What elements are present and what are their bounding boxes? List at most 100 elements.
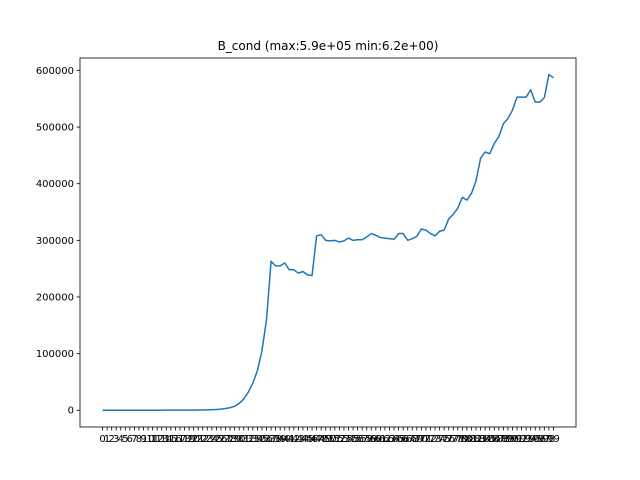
x-tick-label: 22 [196,434,209,445]
y-tick-label: 300000 [36,236,74,247]
x-tick-label: 41 [283,434,296,445]
x-tick-label: 49 [319,434,332,445]
x-tick-label: 69 [410,434,423,445]
x-tick-label: 54 [342,434,355,445]
axes-frame [79,57,577,428]
x-tick-label: 8 [136,434,142,445]
y-tick-label: 500000 [36,123,74,134]
x-tick-label: 23 [201,434,214,445]
x-tick-label: 99 [547,434,560,445]
x-tick-label: 6 [127,434,133,445]
x-tick-label: 65 [392,434,405,445]
x-tick-label: 68 [406,434,419,445]
x-tick-label: 26 [215,434,228,445]
x-tick-label: 36 [260,434,273,445]
x-tick-label: 4 [118,434,124,445]
x-tick-label: 21 [192,434,205,445]
x-tick-label: 28 [224,434,237,445]
x-tick-label: 12 [151,434,164,445]
x-tick-label: 18 [178,434,191,445]
chart-title: B_cond (max:5.9e+05 min:6.2e+00) [218,39,439,53]
x-tick-label: 30 [233,434,246,445]
x-tick-label: 85 [483,434,496,445]
x-tick-label: 42 [287,434,300,445]
x-tick-label: 55 [347,434,360,445]
x-tick-label: 98 [543,434,556,445]
x-tick-label: 2 [108,434,114,445]
x-tick-label: 74 [433,434,446,445]
x-tick-label: 75 [438,434,451,445]
x-tick-label: 35 [256,434,269,445]
y-tick-label: 200000 [36,292,74,303]
x-tick-label: 20 [187,434,200,445]
x-tick-label: 90 [506,434,519,445]
x-tick-label: 37 [265,434,278,445]
x-tick-label: 43 [292,434,305,445]
x-tick-label: 33 [246,434,259,445]
x-tick-label: 93 [520,434,533,445]
x-tick-label: 66 [397,434,410,445]
x-tick-label: 89 [502,434,515,445]
x-tick-label: 62 [379,434,392,445]
x-tick-label: 81 [465,434,478,445]
x-tick-label: 45 [301,434,314,445]
x-tick-label: 51 [328,434,341,445]
x-tick-label: 47 [310,434,323,445]
y-tick-label: 100000 [36,349,74,360]
x-tick-label: 25 [210,434,223,445]
x-tick-label: 80 [461,434,474,445]
x-tick-label: 40 [278,434,291,445]
x-tick-label: 39 [274,434,287,445]
x-tick-label: 73 [429,434,442,445]
x-tick-label: 58 [360,434,373,445]
x-tick-label: 44 [297,434,310,445]
x-tick-label: 57 [356,434,369,445]
x-tick-label: 32 [242,434,255,445]
x-tick-label: 27 [219,434,232,445]
x-tick-label: 83 [474,434,487,445]
x-tick-label: 29 [228,434,241,445]
x-tick-label: 31 [237,434,250,445]
x-tick-label: 11 [146,434,159,445]
x-tick-label: 5 [122,434,128,445]
x-tick-label: 48 [315,434,328,445]
x-tick-label: 92 [515,434,528,445]
x-tick-label: 97 [538,434,551,445]
x-tick-label: 87 [492,434,505,445]
y-tick-label: 600000 [36,66,74,77]
x-tick-label: 84 [479,434,492,445]
x-tick-label: 63 [383,434,396,445]
x-tick-label: 64 [388,434,401,445]
x-tick-label: 13 [155,434,168,445]
x-tick-label: 86 [488,434,501,445]
x-tick-label: 16 [169,434,182,445]
x-tick-label: 50 [324,434,337,445]
x-tick-label: 34 [251,434,264,445]
y-tick-label: 0 [68,406,74,417]
x-tick-label: 91 [511,434,524,445]
x-tick-label: 95 [529,434,542,445]
x-tick-label: 19 [183,434,196,445]
x-tick-label: 94 [524,434,537,445]
x-tick-label: 82 [470,434,483,445]
x-tick-label: 56 [351,434,364,445]
x-tick-label: 61 [374,434,387,445]
x-tick-label: 24 [205,434,218,445]
x-tick-label: 10 [142,434,155,445]
line [102,73,554,411]
x-tick-label: 79 [456,434,469,445]
x-tick-label: 15 [164,434,177,445]
x-tick-label: 1 [104,434,110,445]
x-tick-label: 67 [401,434,414,445]
x-tick-label: 52 [333,434,346,445]
x-tick-label: 70 [415,434,428,445]
x-tick-label: 53 [338,434,351,445]
x-tick-label: 17 [174,434,187,445]
x-tick-label: 14 [160,434,173,445]
x-tick-label: 46 [306,434,319,445]
x-tick-label: 9 [140,434,146,445]
x-tick-label: 72 [424,434,437,445]
x-tick-label: 71 [420,434,433,445]
x-tick-label: 96 [533,434,546,445]
